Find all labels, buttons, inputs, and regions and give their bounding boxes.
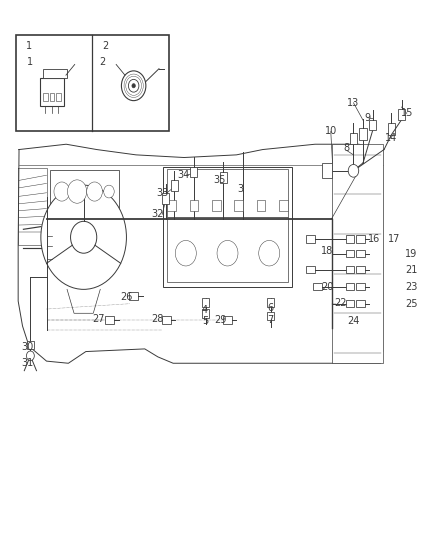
Text: 10: 10 <box>325 126 337 136</box>
Text: 16: 16 <box>368 234 380 244</box>
Text: 21: 21 <box>405 265 417 274</box>
Bar <box>356 250 365 257</box>
Text: 30: 30 <box>21 342 34 352</box>
Text: 29: 29 <box>214 314 226 325</box>
Bar <box>190 200 198 211</box>
Bar <box>106 316 114 324</box>
Bar <box>190 166 197 177</box>
Text: 20: 20 <box>321 282 333 292</box>
Bar <box>27 341 34 350</box>
Bar <box>346 283 354 290</box>
Bar <box>234 200 243 211</box>
Bar <box>346 300 354 308</box>
Circle shape <box>132 84 135 88</box>
Text: 17: 17 <box>388 234 400 244</box>
Bar <box>16 35 169 131</box>
Circle shape <box>54 182 70 201</box>
Bar <box>163 167 292 287</box>
Text: 3: 3 <box>237 184 243 195</box>
Text: 35: 35 <box>213 175 225 185</box>
Bar <box>356 283 365 290</box>
Bar <box>356 300 365 308</box>
Text: 9: 9 <box>364 112 371 123</box>
Text: 32: 32 <box>152 209 164 220</box>
Bar <box>171 180 178 191</box>
Text: 14: 14 <box>385 133 397 143</box>
Text: 6: 6 <box>268 303 274 313</box>
Bar <box>313 283 321 290</box>
Text: 34: 34 <box>177 170 189 180</box>
Text: 33: 33 <box>156 188 168 198</box>
Circle shape <box>26 351 34 361</box>
Text: 7: 7 <box>267 314 274 325</box>
Bar <box>257 200 265 211</box>
Text: 26: 26 <box>120 292 133 302</box>
Circle shape <box>71 221 97 253</box>
Text: 28: 28 <box>152 313 164 324</box>
Bar <box>356 235 365 243</box>
Text: 31: 31 <box>21 358 34 368</box>
Bar <box>43 93 48 101</box>
Circle shape <box>121 71 146 101</box>
Text: 2: 2 <box>99 57 105 67</box>
Text: 24: 24 <box>347 316 360 326</box>
Text: 1: 1 <box>25 41 32 51</box>
Text: 2: 2 <box>102 41 108 51</box>
Bar <box>202 298 209 307</box>
Bar <box>267 298 274 307</box>
Bar <box>223 316 232 324</box>
Circle shape <box>217 240 238 266</box>
Circle shape <box>41 185 127 289</box>
Bar <box>322 164 332 178</box>
Circle shape <box>259 240 280 266</box>
Bar <box>162 193 169 204</box>
Bar <box>40 78 64 106</box>
Text: 15: 15 <box>401 108 413 118</box>
Text: 27: 27 <box>93 313 105 324</box>
Bar <box>346 235 354 243</box>
Bar <box>356 266 365 273</box>
Bar <box>49 169 119 213</box>
Bar <box>166 216 288 282</box>
Circle shape <box>87 182 102 201</box>
Text: 5: 5 <box>202 316 208 326</box>
Bar <box>369 120 376 131</box>
Circle shape <box>128 79 139 92</box>
Bar <box>346 250 354 257</box>
Bar <box>50 93 54 101</box>
Bar <box>166 169 288 217</box>
Text: 25: 25 <box>405 298 417 309</box>
Bar <box>388 123 396 135</box>
Bar <box>167 200 176 211</box>
Bar <box>57 93 61 101</box>
Text: 22: 22 <box>334 297 346 308</box>
Bar <box>202 309 209 318</box>
Circle shape <box>175 240 196 266</box>
Bar <box>279 200 288 211</box>
Text: 8: 8 <box>344 143 350 154</box>
Bar <box>398 109 405 120</box>
Text: 13: 13 <box>347 98 360 108</box>
Text: 18: 18 <box>321 246 333 255</box>
Text: 23: 23 <box>405 282 417 292</box>
Bar <box>220 172 227 182</box>
Bar <box>267 312 274 320</box>
Text: 1: 1 <box>27 57 33 67</box>
Bar <box>332 144 383 364</box>
Bar <box>162 316 171 324</box>
Bar <box>130 292 138 300</box>
Circle shape <box>104 185 114 198</box>
Text: 4: 4 <box>202 305 208 315</box>
Text: 19: 19 <box>405 249 417 259</box>
Circle shape <box>67 180 87 203</box>
Bar <box>306 235 315 243</box>
Bar <box>212 200 221 211</box>
Bar <box>350 133 357 144</box>
Bar <box>43 69 67 78</box>
Circle shape <box>348 165 359 177</box>
Bar <box>359 128 367 140</box>
Bar <box>306 266 315 273</box>
Bar <box>346 266 354 273</box>
